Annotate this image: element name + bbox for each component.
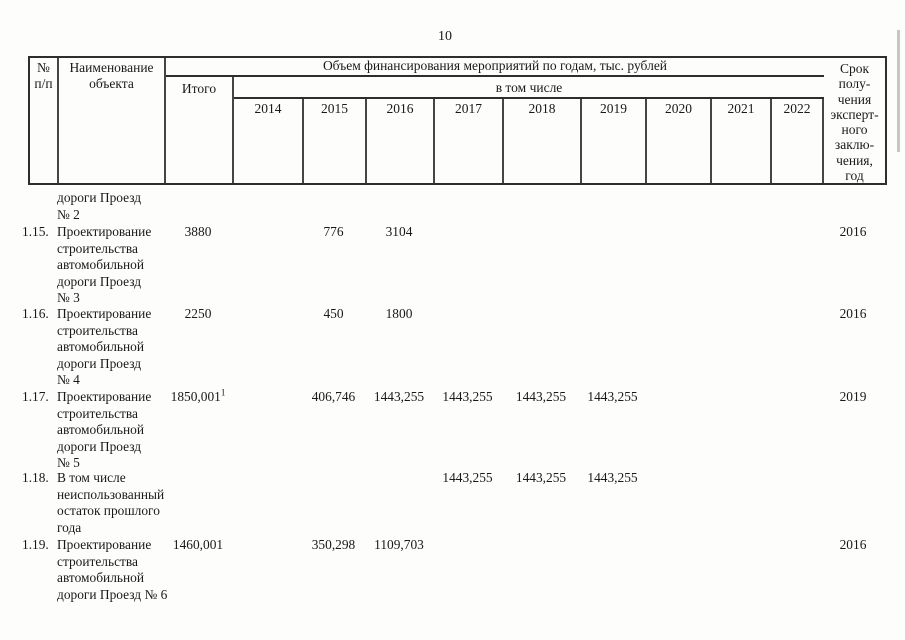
cell-y2016: 1443,255 — [373, 389, 425, 404]
table-body: дороги Проезд № 2 1.15. Проектирование стр… — [22, 185, 887, 640]
header-year-2015: 2015 — [304, 99, 367, 183]
header-year-2021: 2021 — [712, 99, 772, 183]
row-name: Проектирование строительства автомобильн… — [57, 306, 152, 387]
header-year-2020: 2020 — [647, 99, 712, 183]
row-name: В том числе неиспользованный остаток про… — [57, 470, 165, 535]
row-number: 1.17. — [22, 389, 49, 404]
row-name: Проектирование строительства автомобильн… — [57, 389, 152, 470]
header-year-2016: 2016 — [367, 99, 435, 183]
cell-itogo: 2250 — [184, 306, 212, 321]
cell-y2015: 350,298 — [311, 537, 356, 552]
cell-term: 2016 — [839, 224, 867, 239]
cell-y2016: 1800 — [385, 306, 413, 321]
header-col-financing-volume: Объем финансирования мероприятий по года… — [166, 58, 824, 77]
header-col-object-name: Наименование объекта — [59, 58, 166, 183]
header-year-2017: 2017 — [435, 99, 504, 183]
row-name: дороги Проезд № 2 — [57, 190, 142, 222]
cell-y2017: 1443,255 — [442, 470, 493, 485]
cell-y2019: 1443,255 — [587, 470, 638, 485]
cell-y2018: 1443,255 — [515, 470, 567, 485]
header-including: в том числе — [234, 77, 824, 99]
cell-itogo: 1460,001 — [172, 537, 224, 552]
cell-term: 2016 — [839, 306, 867, 321]
header-year-2014: 2014 — [234, 99, 304, 183]
cell-itogo: 3880 — [184, 224, 212, 239]
table-header: № п/п Наименование объекта Объем финанси… — [28, 56, 887, 185]
cell-y2015: 406,746 — [311, 389, 356, 404]
cell-y2016: 1109,703 — [374, 537, 424, 552]
cell-y2019: 1443,255 — [587, 389, 638, 404]
cell-y2015: 450 — [323, 306, 344, 321]
page-number: 10 — [438, 29, 452, 44]
row-number: 1.18. — [22, 470, 49, 485]
row-name: Проектирование строительства автомобильн… — [57, 224, 152, 305]
cell-term: 2016 — [839, 537, 867, 552]
row-name: Проектирование строительства автомобильн… — [57, 537, 168, 602]
cell-y2016: 3104 — [385, 224, 413, 239]
row-number: 1.16. — [22, 306, 49, 321]
header-col-total: Итого — [166, 77, 234, 183]
header-year-2018: 2018 — [504, 99, 582, 183]
cell-y2015: 776 — [323, 224, 344, 239]
footnote-marker: 1 — [220, 387, 226, 398]
header-year-2019: 2019 — [582, 99, 647, 183]
cell-y2018: 1443,255 — [515, 389, 567, 404]
row-number: 1.15. — [22, 224, 49, 239]
header-year-2022: 2022 — [772, 99, 824, 183]
header-col-expertise-term: Срок полу- чения эксперт- ного заклю- че… — [830, 61, 879, 183]
cell-term: 2019 — [839, 389, 867, 404]
header-col-number: № п/п — [30, 58, 59, 183]
cell-y2017: 1443,255 — [442, 389, 493, 404]
row-number: 1.19. — [22, 537, 49, 552]
cell-itogo: 1850,0011 — [170, 387, 226, 404]
scan-artifact-line — [897, 30, 900, 152]
